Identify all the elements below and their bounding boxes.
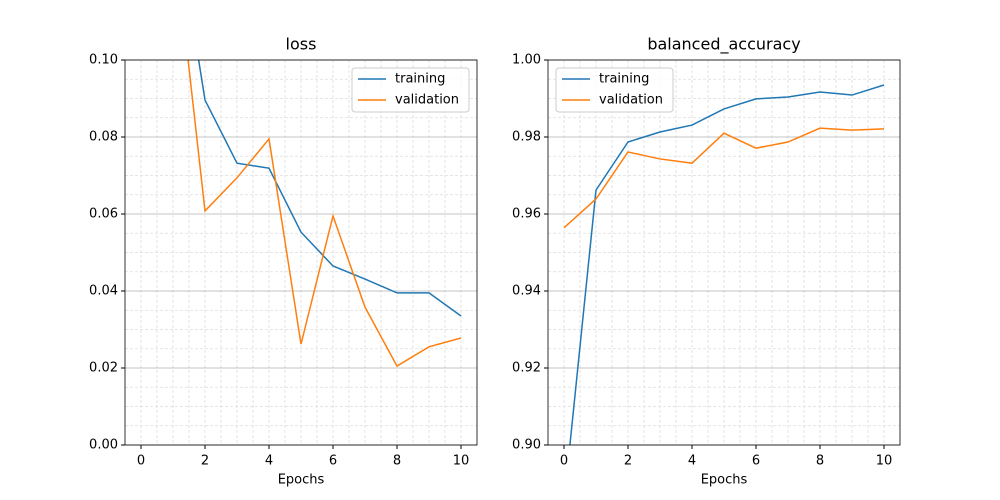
series-line <box>197 60 462 317</box>
y-tick-label: 0.10 <box>89 53 118 68</box>
legend-label: training <box>395 72 445 87</box>
legend-label: training <box>599 72 649 87</box>
x-tick-label: 8 <box>393 454 401 469</box>
subplot-title: loss <box>286 35 317 54</box>
x-tick-label: 0 <box>560 454 568 469</box>
x-tick-label: 10 <box>876 454 893 469</box>
y-tick-label: 0.90 <box>512 438 541 453</box>
subplot: 0 2 4 6 8 10 0.90 0.92 0.94 0.96 0.98 1.00 balanced_… <box>512 35 901 488</box>
y-tick-label: 0.00 <box>89 438 118 453</box>
y-tick-label: 0.02 <box>89 361 118 376</box>
subplot: 0 2 4 6 8 10 0.00 0.02 0.04 0.06 0.08 0.10 loss Epoch… <box>89 35 478 488</box>
y-tick-label: 1.00 <box>512 53 541 68</box>
y-tick-label: 0.94 <box>512 284 541 299</box>
legend-label: validation <box>395 93 459 108</box>
x-tick-label: 2 <box>624 454 632 469</box>
x-tick-label: 6 <box>752 454 760 469</box>
x-axis-label: Epochs <box>701 473 748 488</box>
y-tick-label: 0.04 <box>89 284 118 299</box>
series-line <box>187 60 462 368</box>
y-tick-label: 0.06 <box>89 207 118 222</box>
x-tick-label: 2 <box>201 454 209 469</box>
x-tick-label: 4 <box>265 454 273 469</box>
axes-frame <box>124 59 478 446</box>
y-tick-label: 0.92 <box>512 361 541 376</box>
legend: training validation <box>555 67 674 113</box>
x-tick-label: 0 <box>137 454 145 469</box>
subplot-title: balanced_accuracy <box>647 35 800 55</box>
legend-label: validation <box>599 93 663 108</box>
x-tick-label: 10 <box>453 454 470 469</box>
axes-frame <box>547 59 901 446</box>
y-tick-label: 0.96 <box>512 207 541 222</box>
legend: training validation <box>351 67 470 113</box>
x-tick-label: 6 <box>329 454 337 469</box>
series-line <box>569 84 885 445</box>
x-axis-label: Epochs <box>278 473 325 488</box>
x-tick-label: 8 <box>816 454 824 469</box>
series-line <box>563 127 885 229</box>
y-tick-label: 0.98 <box>512 130 541 145</box>
y-tick-label: 0.08 <box>89 130 118 145</box>
x-tick-label: 4 <box>688 454 696 469</box>
